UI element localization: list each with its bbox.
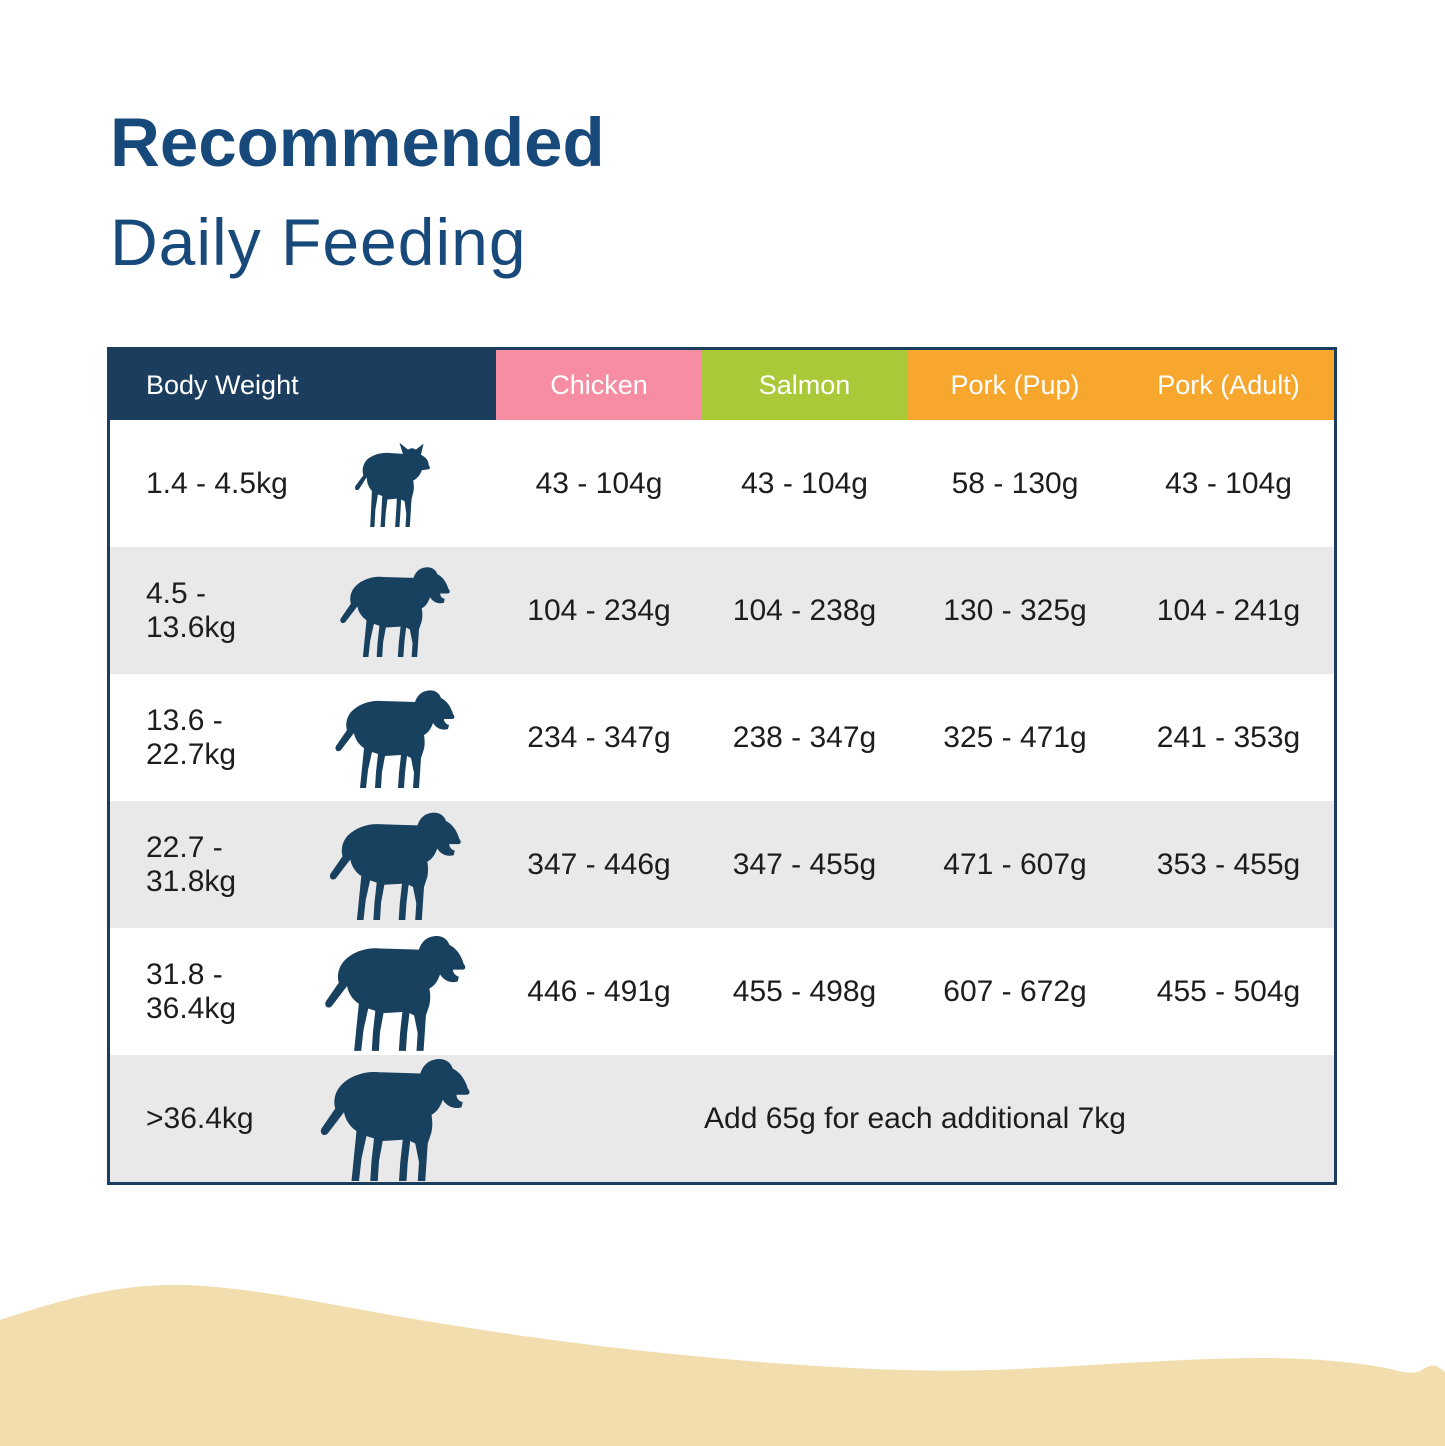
chicken-value: 446 - 491g <box>527 974 671 1008</box>
salmon-value: 238 - 347g <box>732 720 877 754</box>
dog-size-cell <box>296 420 496 547</box>
small-dog-icon <box>355 442 430 527</box>
dog-size-cell <box>296 1055 496 1182</box>
dog-size-cell <box>296 928 496 1055</box>
body-weight-cell: 13.6 - 22.7kg <box>146 703 237 771</box>
chicken-value: 104 - 234g <box>527 593 671 627</box>
table-row: >36.4kg Add 65g for each additional 7kg <box>110 1055 1334 1182</box>
chicken-value: 234 - 347g <box>527 720 671 754</box>
page-title: Recommended Daily Feeding <box>110 108 605 275</box>
xxlarge-dog-icon <box>320 1058 469 1181</box>
pork-pup-value: 130 - 325g <box>943 593 1087 627</box>
body-weight-cell: 22.7 - 31.8kg <box>146 830 237 898</box>
header-cell-chicken: Chicken <box>496 350 702 420</box>
medium-dog-icon <box>340 566 450 657</box>
dog-size-cell <box>296 674 496 801</box>
salmon-value: 347 - 455g <box>732 847 877 881</box>
table-row: 31.8 - 36.4kg 446 - 491g 455 - 498g 607 … <box>110 928 1334 1055</box>
body-weight-cell: 4.5 - 13.6kg <box>146 576 237 644</box>
pork-adult-value: 241 - 353g <box>1156 720 1301 754</box>
pork-adult-value: 353 - 455g <box>1156 847 1301 881</box>
title-line-2: Daily Feeding <box>110 205 527 279</box>
body-weight-cell: 31.8 - 36.4kg <box>146 957 237 1025</box>
title-line-1: Recommended <box>110 104 605 181</box>
feeding-table: Body Weight Chicken Salmon Pork (Pup) Po… <box>107 347 1337 1185</box>
chicken-value: 43 - 104g <box>535 466 663 500</box>
table-row: 4.5 - 13.6kg 104 - 234g 104 - 238g 130 -… <box>110 547 1334 674</box>
pork-pup-value: 58 - 130g <box>951 466 1079 500</box>
header-cell-body-weight: Body Weight <box>110 350 496 420</box>
header-cell-salmon: Salmon <box>702 350 907 420</box>
dog-size-cell <box>296 547 496 674</box>
pork-pup-value: 325 - 471g <box>943 720 1087 754</box>
body-weight-cell: >36.4kg <box>146 1101 254 1135</box>
table-row: 13.6 - 22.7kg 234 - 347g 238 - 347g 325 … <box>110 674 1334 801</box>
pork-pup-value: 471 - 607g <box>943 847 1087 881</box>
pork-adult-value: 455 - 504g <box>1156 974 1301 1008</box>
sand-wave-graphic <box>0 1284 1445 1446</box>
salmon-value: 104 - 238g <box>732 593 877 627</box>
salmon-value: 43 - 104g <box>741 466 868 500</box>
table-row: 1.4 - 4.5kg 43 - 104g 43 - 104g 58 - 130… <box>110 420 1334 547</box>
pork-adult-value: 104 - 241g <box>1156 593 1301 627</box>
table-row: 22.7 - 31.8kg 347 - 446g 347 - 455g 471 … <box>110 801 1334 928</box>
additional-feeding-note: Add 65g for each additional 7kg <box>704 1101 1126 1135</box>
table-header-row: Body Weight Chicken Salmon Pork (Pup) Po… <box>110 350 1334 420</box>
chicken-value: 347 - 446g <box>527 847 671 881</box>
body-weight-cell: 1.4 - 4.5kg <box>146 466 288 500</box>
dog-size-cell <box>296 801 496 928</box>
header-cell-pork-pup: Pork (Pup) <box>907 350 1123 420</box>
header-cell-pork-adult: Pork (Adult) <box>1123 350 1334 420</box>
large-dog-icon <box>329 812 461 920</box>
medium-large-dog-icon <box>335 689 455 788</box>
pork-adult-value: 43 - 104g <box>1165 466 1292 500</box>
salmon-value: 455 - 498g <box>732 974 877 1008</box>
pork-pup-value: 607 - 672g <box>943 974 1087 1008</box>
xlarge-dog-icon <box>324 935 465 1051</box>
